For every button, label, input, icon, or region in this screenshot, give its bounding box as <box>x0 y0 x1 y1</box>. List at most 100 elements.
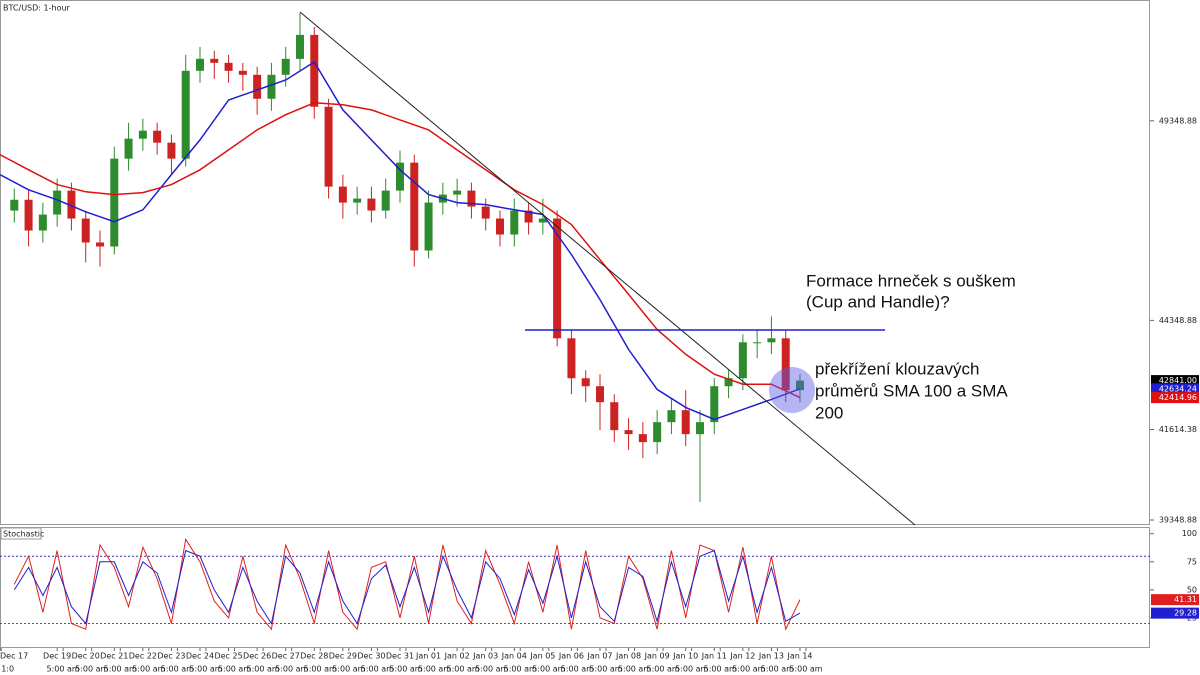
candle-body <box>610 402 619 431</box>
x-tick-label: Jan 11 <box>701 652 727 661</box>
value-box <box>1151 594 1199 606</box>
crossover-highlight <box>769 367 815 413</box>
x-tick-label: Jan 12 <box>729 652 755 661</box>
candle-body <box>338 186 347 203</box>
candle-body <box>238 70 247 75</box>
candle-body <box>353 198 362 203</box>
candle-body <box>167 142 176 159</box>
candle-body <box>210 58 219 63</box>
candle-body <box>767 338 776 343</box>
candle-body <box>96 242 104 247</box>
x-tick-label: Dec 19 <box>43 652 71 661</box>
value-box-label: 29.28 <box>1174 609 1197 618</box>
x-tick-label: Dec 20 <box>72 652 100 661</box>
candle-body <box>281 58 290 75</box>
candle-body <box>581 378 590 387</box>
candle-body <box>396 162 404 191</box>
stochastic-panel <box>0 527 1150 648</box>
candle-body <box>181 70 190 159</box>
x-tick-label: Jan 07 <box>586 652 612 661</box>
x-tick-label: 5:00 am <box>475 665 508 674</box>
candle-body <box>524 210 533 223</box>
candle-body <box>638 434 647 443</box>
x-tick-label: Jan 14 <box>786 652 812 661</box>
candle-body <box>381 190 390 211</box>
x-tick-label: 5:00 am <box>704 665 737 674</box>
x-tick-label: Jan 05 <box>529 652 555 661</box>
x-tick-label: Dec 23 <box>157 652 185 661</box>
candle-body <box>710 386 719 423</box>
moving-average <box>0 60 801 421</box>
x-tick-label: 5:00 am <box>275 665 308 674</box>
x-tick-label: 5:00 am <box>161 665 194 674</box>
x-tick-label: 5:00 am <box>361 665 394 674</box>
candle-body <box>738 342 747 379</box>
x-tick-label: 5:00 am <box>618 665 651 674</box>
candle-body <box>724 378 733 387</box>
annotation: překřížení klouzavých <box>815 359 979 378</box>
x-tick-label: Jan 13 <box>758 652 784 661</box>
x-tick-label: 1:0 <box>1 665 14 674</box>
y-tick-label: 50 <box>1187 585 1197 594</box>
moving-average <box>0 102 801 399</box>
candle-body <box>753 342 762 344</box>
candle-body <box>267 74 276 99</box>
x-tick-label: 5:00 am <box>189 665 222 674</box>
candle-body <box>653 422 662 443</box>
candle-body <box>53 190 62 215</box>
annotation: Formace hrneček s ouškem <box>806 271 1016 290</box>
candle-body <box>453 190 462 195</box>
x-tick-label: Dec 26 <box>243 652 271 661</box>
x-tick-label: 5:00 am <box>761 665 794 674</box>
x-tick-label: 5:00 am <box>218 665 251 674</box>
x-tick-label: Dec 27 <box>272 652 300 661</box>
x-tick-label: 5:00 am <box>675 665 708 674</box>
x-tick-label: 5:00 am <box>446 665 479 674</box>
x-tick-label: Jan 02 <box>444 652 470 661</box>
x-tick-label: Dec 28 <box>300 652 328 661</box>
candle-body <box>81 218 90 243</box>
x-tick-label: Dec 22 <box>129 652 157 661</box>
x-tick-label: 5:00 am <box>732 665 765 674</box>
y-tick-label: 39348.88 <box>1159 516 1197 525</box>
x-tick-label: Dec 24 <box>186 652 214 661</box>
value-box-label: 42414.96 <box>1159 393 1197 402</box>
candle-body <box>538 218 547 223</box>
marks: 39348.88 41614.38 44348.88 49348.88 Dec 17 De… <box>0 12 1199 674</box>
candle-body <box>696 422 704 435</box>
annotation: (Cup and Handle)? <box>806 292 950 311</box>
candle-body <box>138 130 147 139</box>
trend-line <box>299 11 916 526</box>
candle-body <box>224 62 233 71</box>
x-tick-label: 5:00 am <box>332 665 365 674</box>
x-tick-label: 5:00 am <box>589 665 622 674</box>
value-box <box>1151 383 1199 395</box>
stochastic-title-box <box>0 527 42 540</box>
candle-body <box>253 74 262 99</box>
value-box-label: 42634.24 <box>1159 384 1197 393</box>
y-tick-label: 100 <box>1182 529 1197 538</box>
x-tick-label: Jan 06 <box>558 652 584 661</box>
x-tick-label: Dec 29 <box>329 652 357 661</box>
x-tick-label: 5:00 am <box>389 665 422 674</box>
annotation: 200 <box>815 403 843 422</box>
x-tick-label: 5:00 am <box>789 665 822 674</box>
x-tick-label: 5:00 am <box>504 665 537 674</box>
chart-title: BTC/USD: 1-hour <box>3 4 71 13</box>
x-tick-label: 5:00 am <box>561 665 594 674</box>
x-tick-label: 5:00 am <box>132 665 165 674</box>
value-box <box>1151 607 1199 619</box>
x-tick-label: Jan 10 <box>672 652 698 661</box>
candle-body <box>796 380 804 391</box>
candle-body <box>467 190 476 207</box>
candle-body <box>310 34 319 107</box>
candle-body <box>496 218 504 235</box>
candle-body <box>567 338 576 379</box>
x-tick-label: Dec 25 <box>214 652 242 661</box>
candle-body <box>667 410 676 423</box>
candle-body <box>324 106 333 187</box>
candle-body <box>510 210 519 235</box>
x-tick-label: Jan 03 <box>472 652 498 661</box>
candle-body <box>624 430 633 435</box>
candle-body <box>10 199 19 211</box>
